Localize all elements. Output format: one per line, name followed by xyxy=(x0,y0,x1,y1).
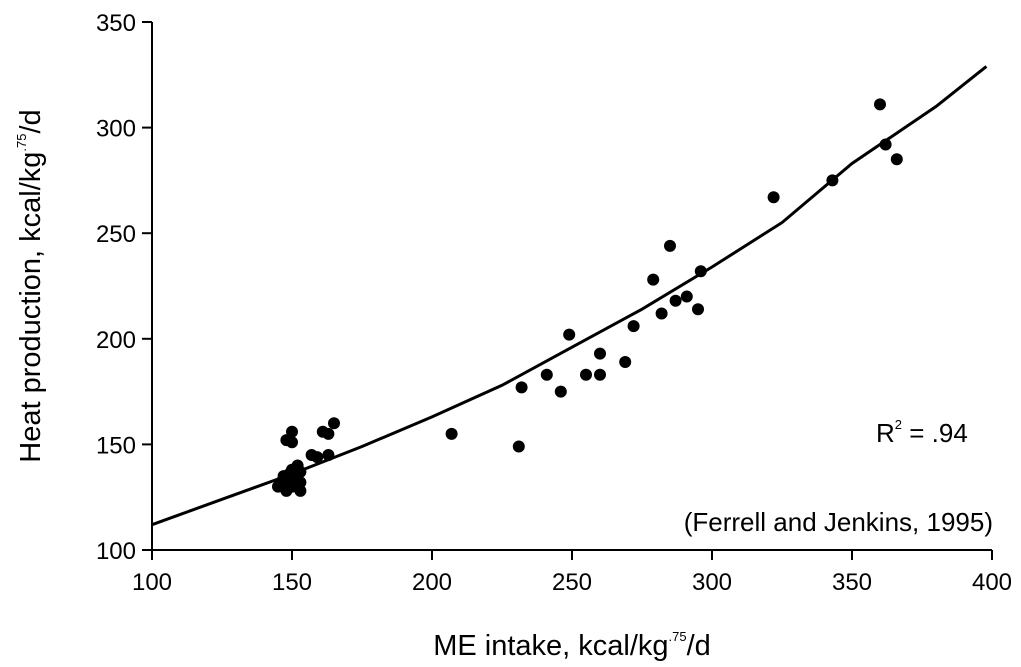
data-point xyxy=(540,368,553,381)
data-point xyxy=(680,290,693,303)
data-point xyxy=(515,381,528,394)
y-tick-label: 250 xyxy=(96,221,136,248)
y-tick-label: 200 xyxy=(96,327,136,354)
data-point xyxy=(294,484,307,497)
x-tick-label: 100 xyxy=(132,569,172,596)
data-point xyxy=(311,451,324,464)
data-point xyxy=(594,347,606,360)
data-point xyxy=(286,425,298,438)
data-point xyxy=(874,98,886,111)
data-point xyxy=(692,303,704,316)
x-tick-label: 150 xyxy=(272,569,312,596)
data-point xyxy=(619,356,632,369)
source-annotation: (Ferrell and Jenkins, 1995) xyxy=(684,507,993,537)
data-point xyxy=(322,448,335,461)
data-point xyxy=(879,138,892,151)
x-tick-label: 400 xyxy=(972,569,1012,596)
x-tick-label: 300 xyxy=(692,569,732,596)
data-point xyxy=(669,294,682,307)
data-point xyxy=(294,476,307,489)
data-point xyxy=(694,265,707,278)
data-point xyxy=(664,239,676,252)
data-point xyxy=(580,368,592,381)
data-points xyxy=(272,98,903,497)
data-point xyxy=(322,427,335,440)
x-ticks: 100 150 200 250 300 350 400 xyxy=(132,550,1012,596)
data-point xyxy=(563,328,576,341)
x-axis-title: ME intake, kcal/kg.75/d xyxy=(433,629,711,662)
data-point xyxy=(328,417,340,430)
y-axis-title: Heat production, kcal/kg.75/d xyxy=(14,109,47,462)
data-point xyxy=(445,427,458,440)
plot-area: 100 150 200 250 300 350 400 100 150 200 250 300 350 xyxy=(96,10,1012,596)
data-point xyxy=(294,465,307,478)
data-point xyxy=(512,440,525,453)
x-tick-label: 250 xyxy=(552,569,592,596)
data-point xyxy=(767,191,780,204)
y-ticks: 100 150 200 250 300 350 xyxy=(96,10,152,565)
data-point xyxy=(826,174,839,187)
data-point xyxy=(554,385,567,398)
x-tick-label: 350 xyxy=(832,569,872,596)
y-tick-label: 300 xyxy=(96,116,136,143)
data-point xyxy=(627,320,640,333)
y-tick-label: 150 xyxy=(96,432,136,459)
data-point xyxy=(594,368,606,381)
r-squared-annotation: R2 = .94 xyxy=(876,417,968,448)
fit-line xyxy=(151,65,988,527)
x-tick-label: 200 xyxy=(412,569,452,596)
y-tick-label: 100 xyxy=(96,538,136,565)
data-point xyxy=(647,273,660,286)
data-point xyxy=(655,307,668,320)
data-point xyxy=(286,436,298,449)
data-point xyxy=(890,153,903,166)
y-tick-label: 350 xyxy=(96,10,136,37)
